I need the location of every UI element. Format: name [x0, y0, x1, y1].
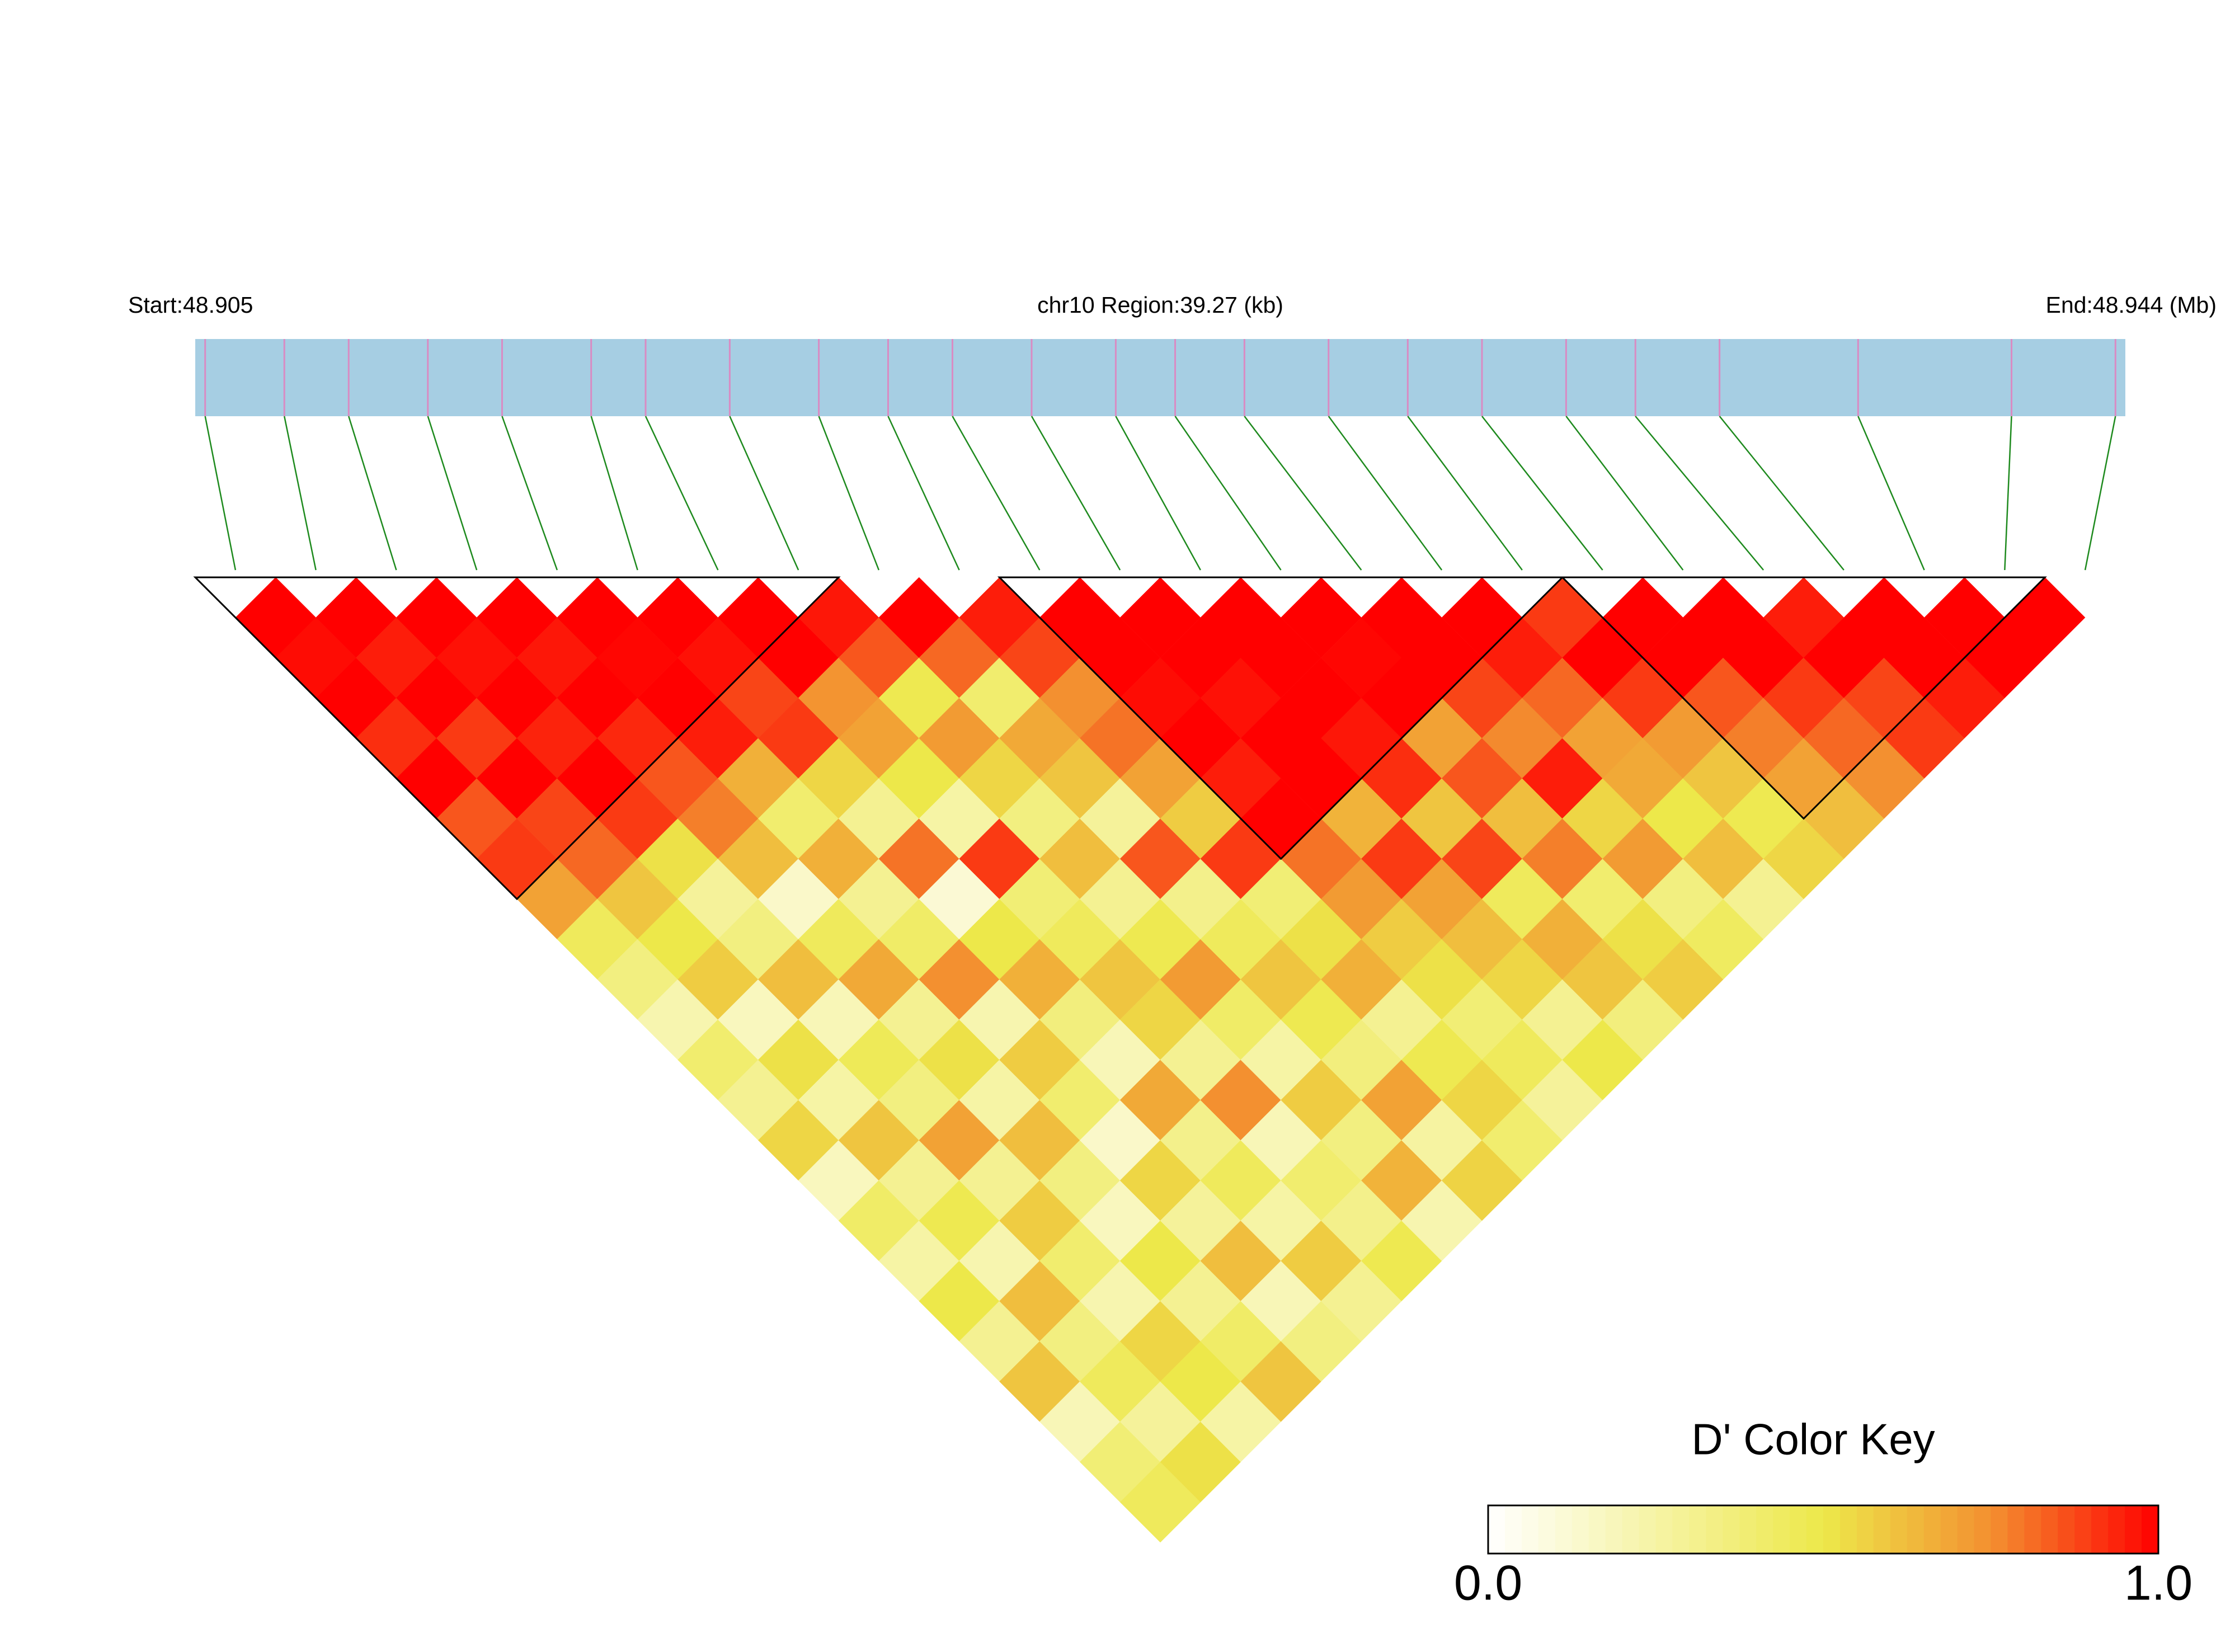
color-key-tick-label: 0.0 — [1454, 1555, 1522, 1610]
ld-block — [997, 576, 1565, 860]
color-key-swatch — [1571, 1505, 1589, 1554]
color-key-swatch — [1873, 1505, 1891, 1554]
color-key-swatch — [1488, 1505, 1505, 1554]
snp-connector — [1635, 416, 1765, 571]
ld-block — [193, 576, 841, 901]
snp-connector — [2084, 416, 2116, 571]
snp-connector — [644, 416, 719, 571]
color-key-swatch — [1907, 1505, 1925, 1554]
color-key-swatch — [1605, 1505, 1623, 1554]
color-key-tick-label: 1.0 — [2124, 1555, 2192, 1610]
snp-connector — [1407, 416, 1523, 571]
snp-connector — [204, 416, 237, 571]
color-key-swatch — [1521, 1505, 1539, 1554]
color-key-swatch — [2142, 1505, 2159, 1554]
color-key-swatch — [2125, 1505, 2142, 1554]
snp-connector — [1481, 416, 1603, 571]
color-key-swatch — [1823, 1505, 1841, 1554]
color-key-swatch — [2024, 1505, 2041, 1554]
color-key-swatch — [1655, 1505, 1673, 1554]
color-key-swatch — [1555, 1505, 1573, 1554]
end-label: End:48.944 (Mb) — [2046, 292, 2217, 318]
color-key-swatch — [2041, 1505, 2058, 1554]
snp-connector — [1857, 416, 1925, 571]
color-key-swatch — [1790, 1505, 1807, 1554]
color-key-swatch — [1756, 1505, 1773, 1554]
snp-connector — [2004, 416, 2012, 571]
snp-connector — [1565, 416, 1684, 571]
snp-connector — [1174, 416, 1282, 571]
color-key-swatch — [1588, 1505, 1606, 1554]
snp-connector — [1115, 416, 1201, 571]
snp-connector — [284, 416, 317, 571]
start-label: Start:48.905 — [128, 292, 253, 318]
color-key-swatch — [1504, 1505, 1522, 1554]
snp-connector — [1719, 416, 1845, 571]
color-key-swatch — [2108, 1505, 2125, 1554]
color-key-swatch — [1706, 1505, 1723, 1554]
color-key-swatch — [1639, 1505, 1656, 1554]
snp-connector — [729, 416, 799, 571]
color-key-swatch — [1940, 1505, 1958, 1554]
color-key-frame — [1487, 1504, 2159, 1555]
color-key-swatch — [1991, 1505, 2008, 1554]
color-key-swatch — [1672, 1505, 1690, 1554]
ld-block — [1560, 576, 2047, 820]
color-key-swatch — [1723, 1505, 1740, 1554]
color-key-swatch — [1923, 1505, 1941, 1554]
region-label: chr10 Region:39.27 (kb) — [1037, 292, 1283, 318]
color-key-swatch — [1974, 1505, 1991, 1554]
snp-connector — [1244, 416, 1362, 571]
color-key-swatch — [1856, 1505, 1874, 1554]
color-key-title: D' Color Key — [1691, 1415, 1935, 1464]
snp-connector — [427, 416, 478, 571]
snp-connector — [590, 416, 638, 571]
color-key-swatch — [1839, 1505, 1857, 1554]
gene-bar — [195, 339, 2125, 416]
color-key-swatch — [1538, 1505, 1556, 1554]
color-key-swatch — [1890, 1505, 1908, 1554]
color-key-swatch — [1773, 1505, 1790, 1554]
color-key-swatch — [1622, 1505, 1640, 1554]
color-key-swatch — [1689, 1505, 1706, 1554]
snp-connector — [818, 416, 880, 571]
color-key-swatch — [2058, 1505, 2075, 1554]
color-key-swatch — [2007, 1505, 2025, 1554]
color-key-swatch — [1957, 1505, 1975, 1554]
color-key-swatch — [1739, 1505, 1757, 1554]
color-key-swatch — [2091, 1505, 2109, 1554]
snp-connector — [501, 416, 558, 571]
snp-connector — [952, 416, 1041, 571]
snp-connector — [1031, 416, 1121, 571]
snp-connector — [887, 416, 960, 571]
color-key-swatch — [2074, 1505, 2092, 1554]
snp-connector — [348, 416, 397, 571]
snp-connector — [1328, 416, 1443, 571]
color-key-swatch — [1806, 1505, 1824, 1554]
